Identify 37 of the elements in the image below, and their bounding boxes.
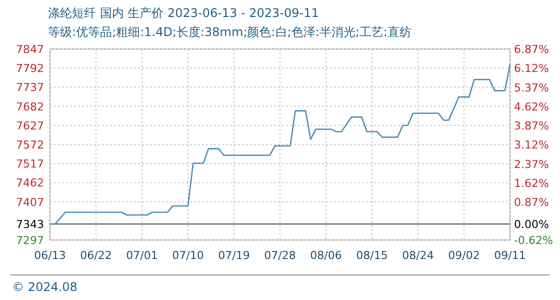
y2-tick-label: 3.12%: [514, 138, 549, 152]
text: © 2024.08: [12, 280, 78, 294]
x-tick-label: 08/15: [356, 249, 388, 262]
y2-tick-label: 2.37%: [514, 158, 549, 171]
y-tick-label: 7847: [16, 43, 44, 56]
chart-subtitle: 等级:优等品;粗细:1.4D;长度:38mm;颜色:白;色泽:半消光;工艺:直纺: [48, 25, 412, 39]
chart-title: 涤纶短纤 国内 生产价 2023-06-13 - 2023-09-11: [48, 6, 319, 20]
x-tick-label: 09/02: [448, 249, 480, 262]
y-tick-label: 7407: [16, 196, 44, 209]
y2-tick-label: 0.00%: [514, 218, 549, 232]
y2-tick-label: 6.12%: [514, 62, 549, 76]
x-tick-label: 08/24: [402, 249, 434, 262]
y2-tick-label: 0.87%: [514, 196, 549, 210]
y-tick-label: 7737: [16, 81, 44, 94]
y-tick-label: 7517: [16, 158, 44, 171]
y-tick-label: 7297: [16, 234, 44, 247]
y-tick-label: 7462: [16, 176, 44, 190]
y-tick-label: 7343: [16, 218, 44, 232]
x-tick-label: 07/19: [218, 249, 250, 262]
y2-tick-label: 4.62%: [514, 100, 549, 114]
y2-tick-label: -0.62%: [514, 234, 553, 247]
y2-tick-label: 6.87%: [514, 43, 549, 56]
x-tick-label: 06/22: [80, 249, 112, 262]
x-tick-label: 09/11: [494, 249, 526, 262]
y2-tick-label: 1.62%: [514, 176, 549, 190]
x-tick-label: 08/06: [310, 249, 342, 262]
line-series: [49, 64, 511, 225]
x-tick-label: 07/28: [264, 249, 296, 262]
y2-tick-label: 3.87%: [514, 120, 549, 132]
x-tick-label: 06/13: [34, 249, 66, 262]
x-tick-label: 07/01: [126, 249, 158, 262]
y-tick-label: 7627: [16, 119, 44, 132]
y-tick-label: 7572: [16, 138, 44, 152]
y-tick-label: 7682: [16, 100, 44, 114]
x-tick-label: 07/10: [172, 249, 204, 262]
y2-tick-label: 5.37%: [514, 81, 549, 94]
y-tick-label: 7792: [16, 62, 44, 76]
